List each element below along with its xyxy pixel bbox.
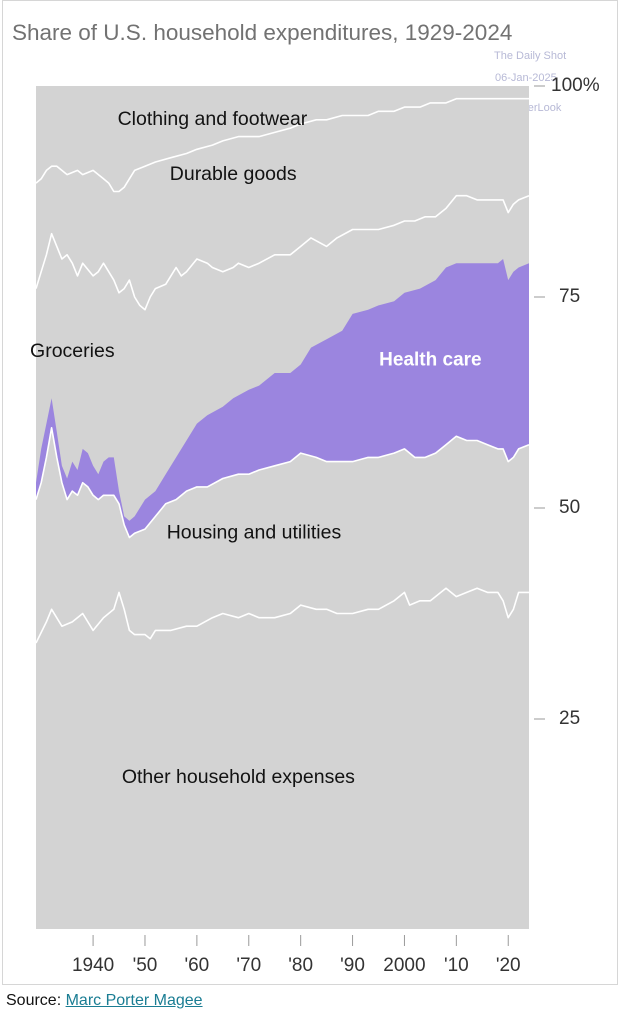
source-line: Source: Marc Porter Magee [6, 992, 203, 1010]
x-tick-label-1980: '80 [288, 955, 313, 976]
y-tick-label-25: 25 [559, 708, 580, 729]
stack-background [36, 86, 529, 929]
y-axis: 25 50 75 100% [534, 75, 600, 729]
source-prefix: Source: [6, 992, 66, 1009]
boundary-groceries [35, 194, 530, 311]
x-axis: 1940 '50 '60 '70 '80 '90 2000 '10 '20 [72, 935, 521, 976]
stacked-area-chart: Clothing and footwear Durable goods Grocer… [30, 75, 600, 976]
x-tick-label-1960: '60 [184, 955, 209, 976]
x-tick-label-1940: 1940 [72, 955, 114, 976]
y-tick-label-100: 100% [551, 75, 600, 96]
series-labels-layer: Clothing and footwear Durable goods Grocer… [30, 108, 482, 788]
x-tick-label-1990: '90 [340, 955, 365, 976]
boundary-lines-layer [35, 97, 530, 644]
source-link[interactable]: Marc Porter Magee [65, 992, 203, 1009]
watermark-line-2: 06-Jan-2025 [495, 72, 557, 84]
y-tick-label-75: 75 [559, 286, 580, 307]
label-groceries: Groceries [30, 340, 115, 362]
label-housing-and-utilities: Housing and utilities [167, 521, 342, 543]
label-durable-goods: Durable goods [170, 163, 297, 185]
y-tick-label-50: 50 [559, 497, 580, 518]
label-health-care: Health care [379, 349, 481, 370]
x-tick-label-2000: 2000 [383, 955, 425, 976]
boundary-housing-and-utilities [35, 426, 530, 539]
health-care-area [36, 259, 529, 538]
x-tick-label-1950: '50 [133, 955, 158, 976]
areas-layer [36, 86, 529, 929]
label-clothing-and-footwear: Clothing and footwear [118, 108, 308, 130]
boundary-durable-goods [35, 97, 529, 193]
chart-title: Share of U.S. household expenditures, 19… [12, 20, 513, 45]
label-other-household-expenses: Other household expenses [122, 766, 355, 788]
x-tick-label-2010: '10 [444, 955, 469, 976]
x-tick-label-1970: '70 [236, 955, 261, 976]
boundary-other-household-expenses [35, 587, 529, 644]
x-tick-label-2020: '20 [496, 955, 521, 976]
watermark-line-1: The Daily Shot [494, 50, 567, 62]
